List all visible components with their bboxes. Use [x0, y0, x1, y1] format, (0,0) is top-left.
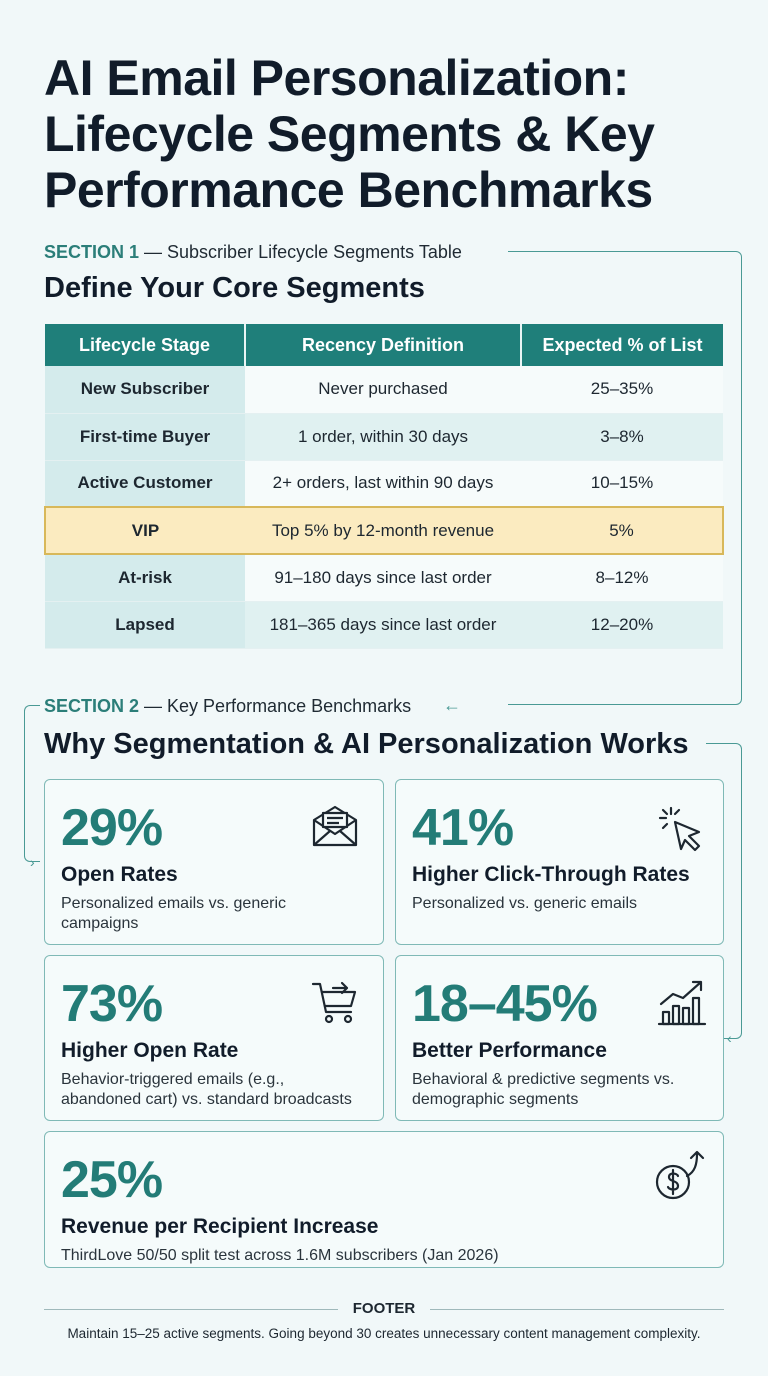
table-row: First-time Buyer 1 order, within 30 days…: [45, 413, 723, 461]
definition-cell: 181–365 days since last order: [245, 601, 521, 649]
table-row: At-risk 91–180 days since last order 8–1…: [45, 554, 723, 602]
percent-cell: 25–35%: [521, 366, 723, 414]
stage-cell: Active Customer: [45, 460, 245, 508]
footer-text: Maintain 15–25 active segments. Going be…: [67, 1326, 701, 1341]
page-title: AI Email Personalization: Lifecycle Segm…: [44, 50, 655, 218]
table-row: Lapsed 181–365 days since last order 12–…: [45, 601, 723, 649]
footer-rule-right: [430, 1309, 724, 1310]
column-header: Lifecycle Stage: [45, 324, 246, 366]
column-header: Recency Definition: [245, 324, 522, 366]
definition-cell: 91–180 days since last order: [245, 554, 521, 602]
percent-cell: 3–8%: [521, 413, 723, 461]
section-2-text: — Key Performance Benchmarks: [139, 696, 412, 716]
stat-label: Higher Click-Through Rates: [412, 863, 690, 886]
definition-cell: Never purchased: [245, 366, 521, 414]
section-1-text: — Subscriber Lifecycle Segments Table: [139, 242, 462, 262]
stat-description: Personalized emails vs. generic campaign…: [61, 895, 286, 932]
connector-line-right: [508, 251, 742, 705]
stat-description: Behavior-triggered emails (e.g., abandon…: [61, 1071, 352, 1108]
section-1-number: SECTION 1: [44, 242, 140, 262]
footer-rule-left: [44, 1309, 338, 1310]
stat-card-revenue-per-recipient: 25% Revenue per Recipient Increase Third…: [44, 1131, 724, 1268]
stage-cell: VIP: [44, 506, 245, 555]
stat-label: Better Performance: [412, 1039, 607, 1062]
connector-arrow-left: ←: [443, 695, 461, 715]
stage-cell: First-time Buyer: [45, 413, 245, 461]
shopping-cart-icon: [311, 981, 357, 1024]
bar-chart-growth-icon: [657, 980, 707, 1026]
stat-card-open-rates: 29% Open Rates Personalized emails vs. g…: [44, 779, 384, 945]
section-1-heading: Define Your Core Segments: [44, 272, 425, 304]
definition-cell: 1 order, within 30 days: [245, 413, 521, 461]
table-row-vip-highlight: VIP Top 5% by 12-month revenue 5%: [44, 506, 724, 555]
stat-label: Higher Open Rate: [61, 1039, 239, 1062]
stage-cell: At-risk: [45, 554, 245, 602]
dollar-growth-icon: [655, 1150, 705, 1200]
stat-value: 29%: [61, 799, 163, 857]
table-row: Active Customer 2+ orders, last within 9…: [45, 460, 723, 508]
section-1-label: SECTION 1 — Subscriber Lifecycle Segment…: [44, 242, 462, 263]
stat-card-behavior-triggered: 73% Higher Open Rate Behavior-triggered …: [44, 955, 384, 1121]
stat-card-better-performance: 18–45% Better Performance Behavioral & p…: [395, 955, 724, 1121]
percent-cell: 12–20%: [521, 601, 723, 649]
stat-label: Revenue per Recipient Increase: [61, 1215, 379, 1238]
stat-value: 25%: [61, 1151, 163, 1209]
stat-value: 18–45%: [412, 975, 598, 1033]
stat-description: Personalized vs. generic emails: [412, 895, 637, 912]
percent-cell: 10–15%: [521, 460, 723, 508]
stat-label: Open Rates: [61, 863, 178, 886]
stat-description: ThirdLove 50/50 split test across 1.6M s…: [61, 1247, 499, 1264]
envelope-icon: [312, 805, 358, 847]
percent-cell: 8–12%: [521, 554, 723, 602]
stat-description: Behavioral & predictive segments vs. dem…: [412, 1071, 675, 1108]
stat-card-click-through: 41% Higher Click-Through Rates Personali…: [395, 779, 724, 945]
stat-value: 41%: [412, 799, 514, 857]
connector-line-left: [24, 705, 40, 862]
cursor-click-icon: [658, 806, 701, 852]
connector-line-mid-right: [706, 743, 742, 1039]
footer-title: FOOTER: [352, 1300, 416, 1317]
connector-arrow-left-bottom: ‹: [727, 1030, 732, 1046]
section-2-label: SECTION 2 — Key Performance Benchmarks: [44, 696, 411, 717]
section-2-heading: Why Segmentation & AI Personalization Wo…: [44, 728, 689, 760]
segments-table: Lifecycle Stage Recency Definition Expec…: [44, 324, 724, 649]
definition-cell: 2+ orders, last within 90 days: [245, 460, 521, 508]
stat-value: 73%: [61, 975, 163, 1033]
table-row: New Subscriber Never purchased 25–35%: [45, 366, 723, 414]
section-2-number: SECTION 2: [44, 696, 140, 716]
stage-cell: Lapsed: [45, 601, 245, 649]
definition-cell: Top 5% by 12-month revenue: [245, 506, 521, 555]
column-header: Expected % of List: [521, 324, 723, 366]
stage-cell: New Subscriber: [45, 366, 245, 414]
percent-cell: 5%: [521, 506, 724, 555]
table-header-row: Lifecycle Stage Recency Definition Expec…: [45, 324, 723, 366]
connector-arrow-right: ›: [30, 854, 35, 870]
